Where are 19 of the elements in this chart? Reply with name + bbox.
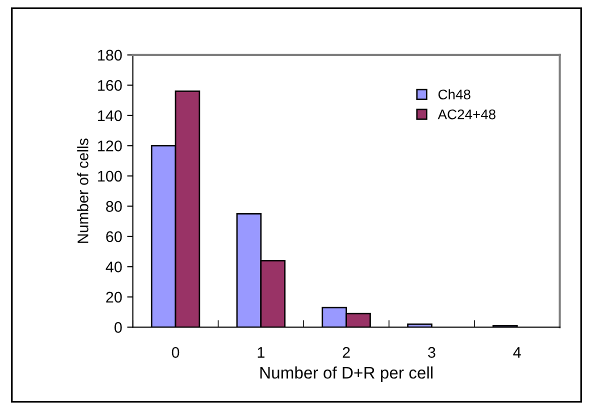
y-tick-label: 40 — [106, 262, 122, 272]
x-axis-title: Number of D+R per cell — [260, 366, 432, 382]
y-tick-label: 80 — [106, 201, 122, 212]
x-tick-label: 4 — [513, 347, 521, 358]
legend-label: AC24+48 — [438, 109, 496, 120]
y-tick-label: 180 — [98, 50, 122, 61]
x-tick-label: 1 — [258, 347, 264, 358]
y-tick-label: 60 — [106, 231, 122, 242]
legend-label: Ch48 — [438, 89, 470, 100]
y-tick-label: 100 — [98, 170, 122, 182]
y-tick-label: 140 — [98, 110, 122, 122]
y-tick-label: 0 — [114, 322, 122, 333]
y-tick-label: 120 — [98, 140, 122, 152]
x-tick-label: 0 — [172, 347, 180, 358]
y-tick-label: 20 — [106, 292, 122, 303]
x-tick-label: 3 — [428, 347, 436, 358]
y-axis-title: Number of cells — [77, 138, 88, 243]
y-tick-label: 160 — [98, 80, 122, 91]
x-tick-label: 2 — [342, 347, 350, 358]
